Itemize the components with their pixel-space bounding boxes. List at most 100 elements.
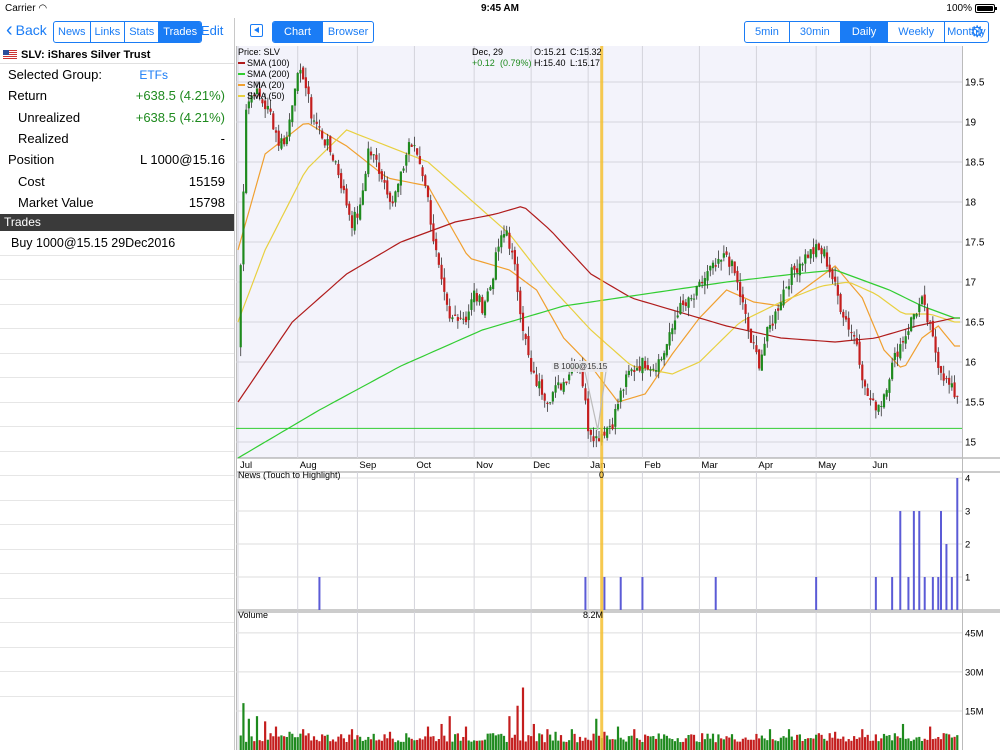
cost-value: 15159 bbox=[188, 173, 225, 189]
candle-body bbox=[429, 200, 432, 225]
interval-daily[interactable]: Daily bbox=[840, 22, 889, 42]
volume-bar bbox=[939, 739, 943, 750]
interval-monthly[interactable]: Monthly bbox=[947, 26, 986, 38]
candle-body bbox=[538, 381, 541, 389]
sma-line-100 bbox=[237, 206, 960, 403]
volume-bar bbox=[763, 738, 766, 750]
volume-bar bbox=[768, 729, 772, 750]
volume-bar bbox=[619, 737, 622, 750]
volume-bar bbox=[760, 735, 763, 750]
trade-row[interactable]: Buy 1000@15.15 29Dec2016 bbox=[0, 231, 234, 256]
tab-news[interactable]: News bbox=[54, 22, 91, 42]
candle-body bbox=[521, 312, 525, 331]
volume-bar bbox=[597, 735, 601, 750]
volume-bar bbox=[304, 735, 307, 750]
candle-body bbox=[888, 379, 891, 393]
volume-bar bbox=[467, 740, 470, 750]
volume-bar bbox=[945, 733, 948, 750]
trades-header: Trades bbox=[0, 214, 234, 232]
volume-bar bbox=[682, 741, 685, 750]
empty-row bbox=[0, 599, 234, 624]
volume-bar bbox=[817, 733, 820, 750]
candle-body bbox=[779, 302, 782, 311]
collapse-sidebar-button[interactable] bbox=[250, 24, 263, 37]
volume-bar bbox=[825, 740, 829, 750]
news-bar bbox=[891, 577, 894, 610]
volume-bar bbox=[741, 738, 744, 750]
candle-body bbox=[603, 431, 606, 436]
volume-bar bbox=[576, 742, 579, 750]
candle-body bbox=[304, 77, 307, 89]
tab-chart[interactable]: Chart bbox=[273, 22, 323, 42]
candle-body bbox=[513, 250, 516, 265]
tab-links[interactable]: Links bbox=[91, 22, 126, 42]
volume-bar bbox=[245, 741, 248, 750]
candle-body bbox=[733, 261, 736, 274]
volume-bar bbox=[440, 723, 443, 750]
candle-body bbox=[445, 293, 449, 305]
volume-bar bbox=[627, 736, 630, 750]
chart-area[interactable]: 19.5 19 18.5 18 17.5 17 16.5 16 15.5 15 Jul Aug Sep O… bbox=[236, 46, 1000, 750]
volume-bar bbox=[565, 741, 568, 750]
volume-bar bbox=[714, 742, 717, 750]
interval-weekly[interactable]: Weekly bbox=[888, 22, 946, 42]
candle-body bbox=[391, 201, 394, 204]
tab-trades[interactable]: Trades bbox=[159, 22, 202, 42]
candle-body bbox=[752, 342, 755, 344]
candle-body bbox=[524, 334, 527, 340]
volume-bar bbox=[500, 733, 503, 750]
volume-bar bbox=[342, 738, 345, 750]
candle-body bbox=[728, 256, 731, 267]
chart-panel: Chart Browser 5min 30min Daily Weekly Mo… bbox=[236, 18, 1000, 750]
candle-body bbox=[456, 317, 459, 321]
volume-bar bbox=[722, 739, 725, 750]
news-bar bbox=[318, 577, 321, 610]
empty-row bbox=[0, 648, 234, 673]
candle-body bbox=[483, 301, 487, 316]
unrealized-label: Unrealized bbox=[18, 109, 81, 125]
interval-30min[interactable]: 30min bbox=[790, 22, 841, 42]
candle-body bbox=[749, 328, 753, 343]
news-bar bbox=[899, 511, 902, 610]
volume-bar bbox=[869, 740, 872, 750]
volume-bar bbox=[861, 729, 864, 750]
candle-body bbox=[673, 320, 677, 330]
candle-body bbox=[774, 311, 777, 324]
gear-icon[interactable]: ⚙ bbox=[970, 24, 985, 41]
candle-body bbox=[350, 215, 354, 229]
edit-button[interactable]: Edit bbox=[201, 23, 224, 38]
volume-bar bbox=[676, 738, 679, 750]
volume-bar bbox=[277, 736, 280, 750]
volume-bar bbox=[720, 738, 723, 750]
candle-body bbox=[532, 370, 535, 373]
return-row: Return +638.5 (4.21%) bbox=[0, 85, 234, 106]
volume-bar bbox=[421, 739, 424, 750]
battery-status: 100% bbox=[946, 3, 997, 14]
candle-body bbox=[918, 304, 921, 313]
candle-body bbox=[261, 99, 264, 104]
volume-bar bbox=[858, 737, 861, 750]
volume-bar bbox=[562, 741, 565, 750]
interval-5min[interactable]: 5min bbox=[745, 22, 790, 42]
candle-body bbox=[880, 405, 883, 407]
candle-body bbox=[242, 191, 245, 265]
candle-body bbox=[592, 436, 595, 442]
candle-body bbox=[926, 308, 929, 323]
candle-body bbox=[342, 185, 345, 191]
news-tick-label: 3 bbox=[965, 507, 970, 518]
tab-browser[interactable]: Browser bbox=[327, 26, 369, 38]
volume-bar bbox=[540, 734, 544, 750]
volume-bar bbox=[736, 741, 739, 750]
volume-bar bbox=[367, 736, 370, 750]
volume-bar bbox=[730, 734, 734, 750]
candle-body bbox=[934, 336, 937, 353]
volume-bar bbox=[877, 741, 880, 750]
empty-row bbox=[0, 574, 234, 599]
candle-body bbox=[828, 264, 831, 273]
back-button[interactable]: ‹ Back bbox=[6, 19, 47, 41]
volume-bar bbox=[633, 729, 636, 750]
volume-bar bbox=[733, 739, 736, 750]
tab-stats[interactable]: Stats bbox=[125, 22, 160, 42]
group-value[interactable]: ETFs bbox=[139, 67, 168, 82]
volume-bar bbox=[739, 741, 742, 750]
